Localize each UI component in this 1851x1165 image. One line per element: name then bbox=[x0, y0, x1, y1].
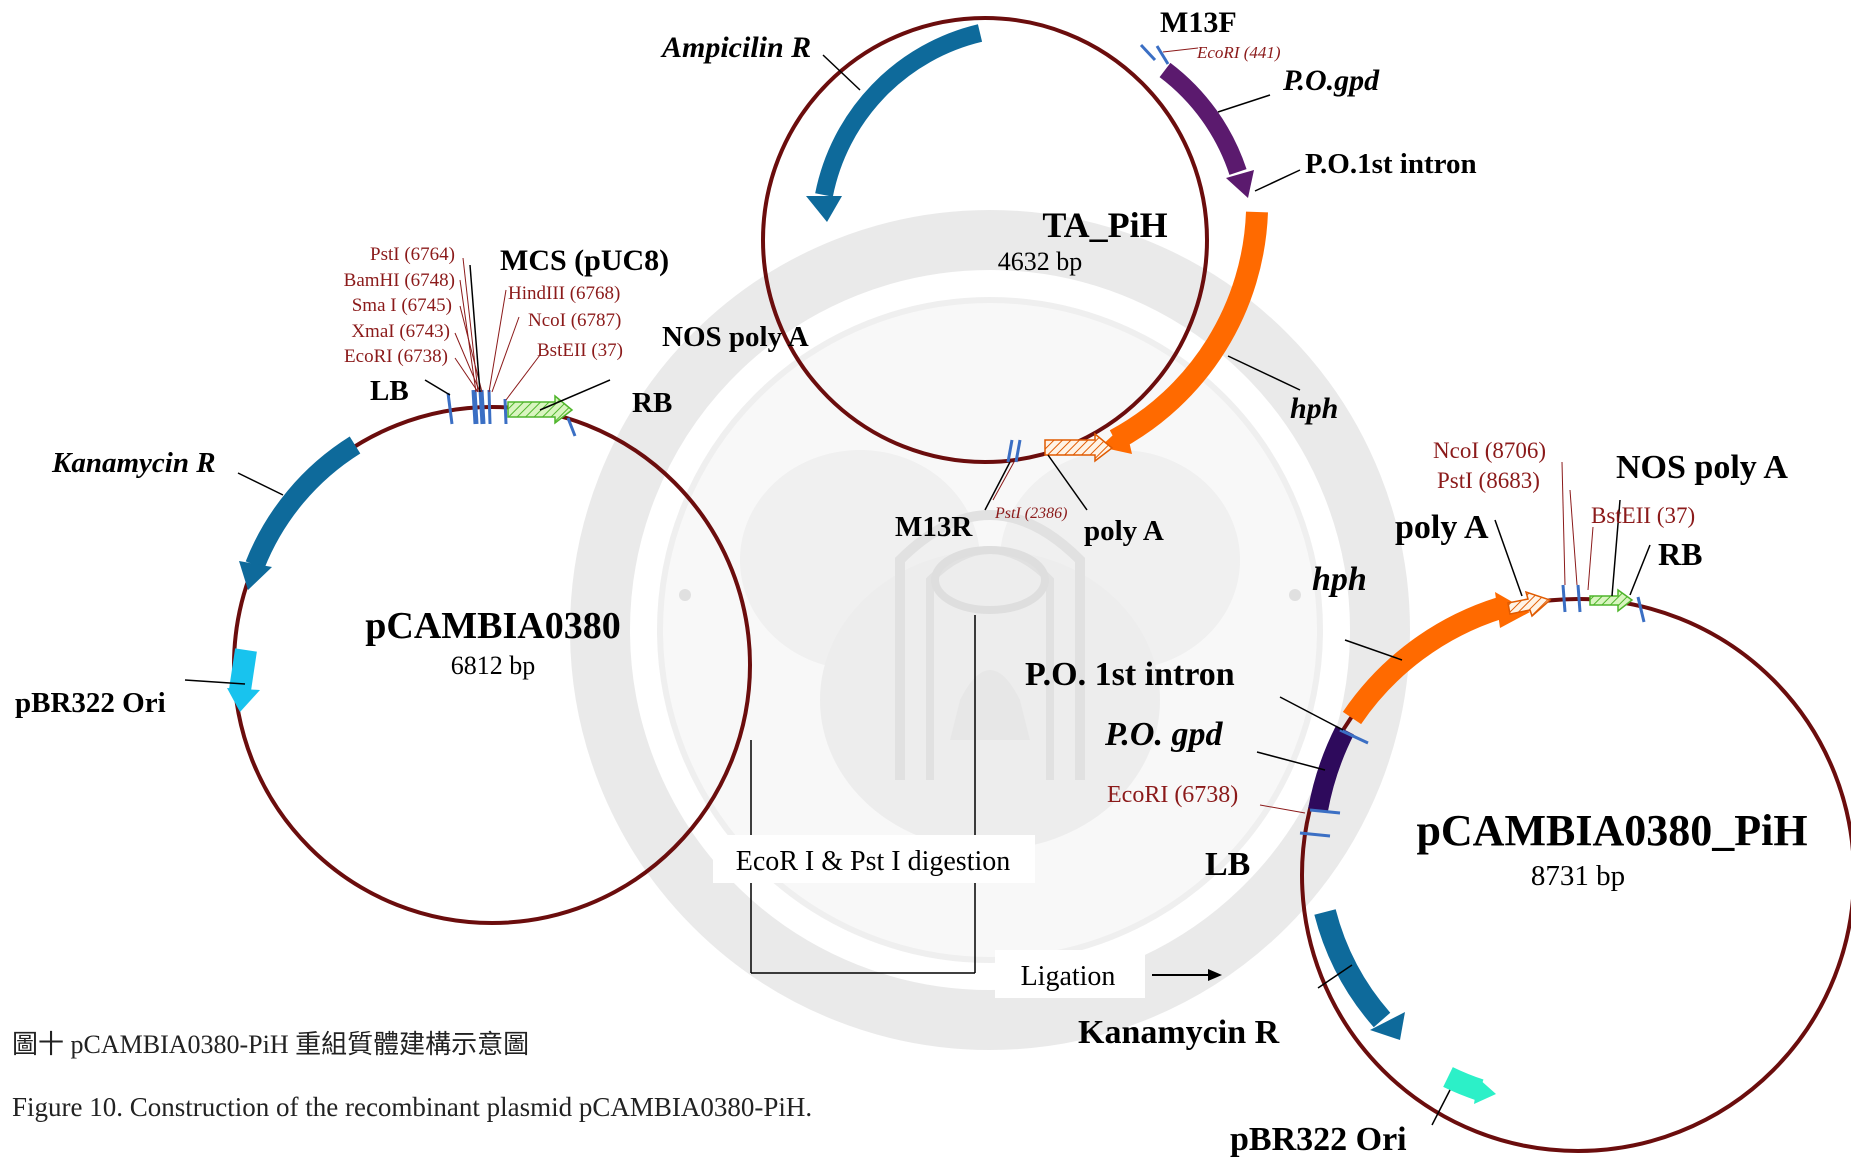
ta-pogpd-label: P.O.gpd bbox=[1282, 64, 1380, 97]
ta-hph-label: hph bbox=[1290, 392, 1338, 425]
ta-psti-label: PstI (2386) bbox=[994, 505, 1067, 522]
hph-gene-arrow bbox=[1109, 211, 1268, 450]
ta-m13r-label: M13R bbox=[895, 511, 973, 543]
digestion-box bbox=[713, 835, 1035, 883]
ta-m13f-label: M13F bbox=[1160, 6, 1237, 39]
gpd-gene-arrow bbox=[1159, 62, 1247, 175]
pcambia0380-size: 6812 bp bbox=[451, 651, 536, 680]
right-rb-label: RB bbox=[1658, 536, 1702, 572]
left-bamhi-label: BamHI (6748) bbox=[344, 270, 455, 291]
ampicilin-r-gene-arrow bbox=[815, 24, 983, 197]
ta-polya-label: poly A bbox=[1084, 515, 1164, 547]
caption-english: Figure 10. Construction of the recombina… bbox=[12, 1092, 812, 1122]
left-lb-label: LB bbox=[370, 375, 409, 407]
right-nos-polya-label: NOS poly A bbox=[1616, 449, 1788, 486]
ta-ecori-label: EcoRI (441) bbox=[1196, 43, 1281, 62]
ta-pih-backbone bbox=[761, 16, 1209, 464]
right-kanamycin-label: Kanamycin R bbox=[1078, 1014, 1280, 1051]
ligation-box bbox=[995, 950, 1145, 998]
right-intron-label: P.O. 1st intron bbox=[1025, 656, 1235, 693]
right-hph-gene-arrow bbox=[1342, 597, 1504, 725]
left-xmai-label: XmaI (6743) bbox=[351, 321, 450, 342]
right-polya-label: poly A bbox=[1395, 509, 1489, 546]
pcambia0380-pih-size: 8731 bp bbox=[1531, 860, 1625, 892]
process-lines bbox=[750, 615, 1222, 981]
ta-intron-label: P.O.1st intron bbox=[1305, 148, 1477, 180]
ta-pih-size: 4632 bp bbox=[998, 247, 1083, 276]
left-hindiii-label: HindIII (6768) bbox=[508, 283, 620, 304]
digestion-label: EcoR I & Pst I digestion bbox=[736, 846, 1011, 877]
left-kanamycin-label: Kanamycin R bbox=[51, 447, 216, 479]
plasmid-pcambia0380-pih bbox=[1256, 461, 1851, 1153]
ta-polya-arrow bbox=[1044, 432, 1114, 463]
caption-chinese: 圖十 pCAMBIA0380-PiH 重組質體建構示意圖 bbox=[12, 1030, 529, 1059]
left-ecori-label: EcoRI (6738) bbox=[344, 346, 448, 367]
left-psti-label: PstI (6764) bbox=[370, 244, 455, 265]
left-mcs-label: MCS (pUC8) bbox=[500, 244, 669, 277]
right-pogpd-label: P.O. gpd bbox=[1104, 716, 1223, 753]
right-polya-arrow bbox=[1507, 590, 1552, 618]
kanamycin-r-gene-arrow-right bbox=[1314, 909, 1391, 1028]
right-psti-label: PstI (8683) bbox=[1437, 468, 1540, 493]
right-lb-label: LB bbox=[1205, 846, 1250, 883]
watermark-seal bbox=[570, 210, 1410, 1050]
ta-amp-label: Ampicilin R bbox=[660, 31, 811, 64]
right-ecori-label: EcoRI (6738) bbox=[1107, 782, 1238, 808]
left-smai-label: Sma I (6745) bbox=[352, 295, 452, 316]
right-hph-label: hph bbox=[1312, 561, 1367, 598]
pbr322-ori-arrow-right bbox=[1443, 1067, 1484, 1101]
left-rb-label: RB bbox=[632, 387, 672, 419]
right-pbr322-ori-label: pBR322 Ori bbox=[1230, 1121, 1407, 1158]
plasmid-pcambia0380 bbox=[184, 257, 752, 925]
left-bsteii-label: BstEII (37) bbox=[537, 340, 623, 361]
left-ncoi-label: NcoI (6787) bbox=[528, 310, 621, 331]
plasmid-ta-pih bbox=[761, 16, 1301, 511]
right-gpd-gene-arrow bbox=[1308, 725, 1354, 812]
left-nos-polya-label: NOS poly A bbox=[662, 321, 809, 353]
right-nos-polya-arrow bbox=[1589, 588, 1634, 613]
ligation-label: Ligation bbox=[1021, 961, 1116, 992]
pcambia0380-pih-name: pCAMBIA0380_PiH bbox=[1416, 806, 1807, 855]
left-pbr322-ori-label: pBR322 Ori bbox=[15, 687, 166, 719]
right-bsteii-label: BstEII (37) bbox=[1591, 503, 1695, 528]
kanamycin-r-gene-arrow-left bbox=[245, 436, 361, 569]
ta-pih-name: TA_PiH bbox=[1042, 205, 1167, 245]
pcambia0380-name: pCAMBIA0380 bbox=[365, 605, 620, 647]
right-ncoi-label: NcoI (8706) bbox=[1433, 438, 1546, 463]
